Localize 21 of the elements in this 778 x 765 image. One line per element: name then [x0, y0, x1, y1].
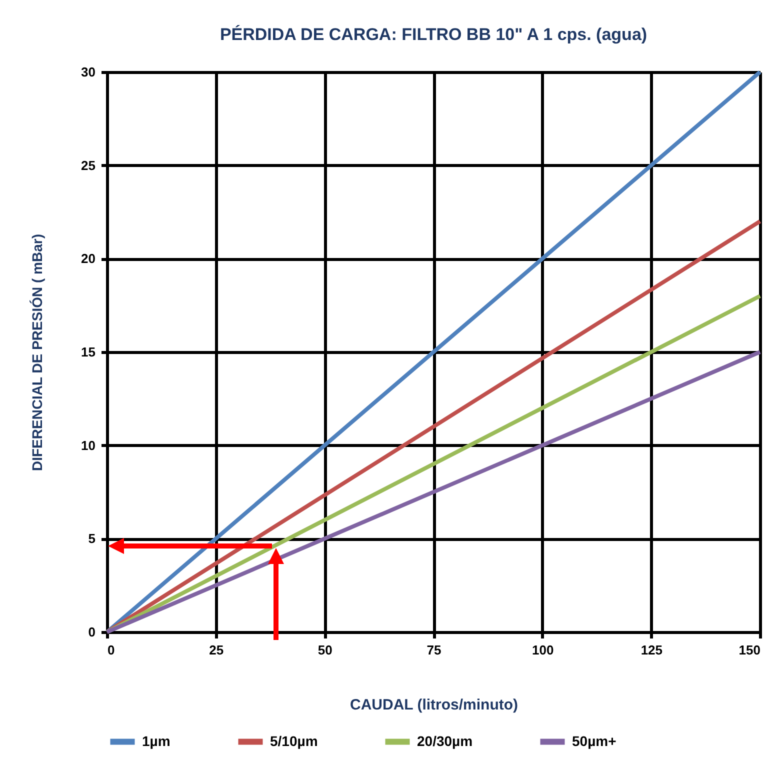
x-axis-title: CAUDAL (litros/minuto) [350, 696, 518, 714]
x-tick-label: 50 [318, 642, 332, 658]
chart-title: PÉRDIDA DE CARGA: FILTRO BB 10" A 1 cps. (agua) [220, 24, 648, 44]
y-tick-label: 25 [81, 158, 96, 173]
y-tick-label: 0 [88, 624, 96, 640]
legend-label: 5/10µm [270, 732, 318, 749]
y-tick-label: 20 [81, 251, 96, 266]
x-tick-label: 25 [209, 642, 224, 658]
y-tick-label: 15 [81, 344, 96, 360]
y-axis-title: DIFERENCIAL DE PRESIÓN ( mBar) [29, 234, 46, 471]
x-tick-label: 0 [108, 642, 115, 658]
legend-label: 50µm+ [572, 732, 616, 749]
y-tick-label: 30 [81, 64, 96, 80]
y-tick-label: 10 [81, 438, 96, 453]
x-tick-label: 100 [532, 642, 554, 658]
y-tick-label: 5 [88, 531, 96, 546]
x-tick-label: 125 [640, 642, 663, 658]
legend-label: 20/30µm [417, 732, 473, 749]
x-tick-label: 150 [738, 642, 760, 658]
x-tick-label: 75 [426, 642, 442, 658]
legend-label: 1µm [142, 732, 170, 749]
